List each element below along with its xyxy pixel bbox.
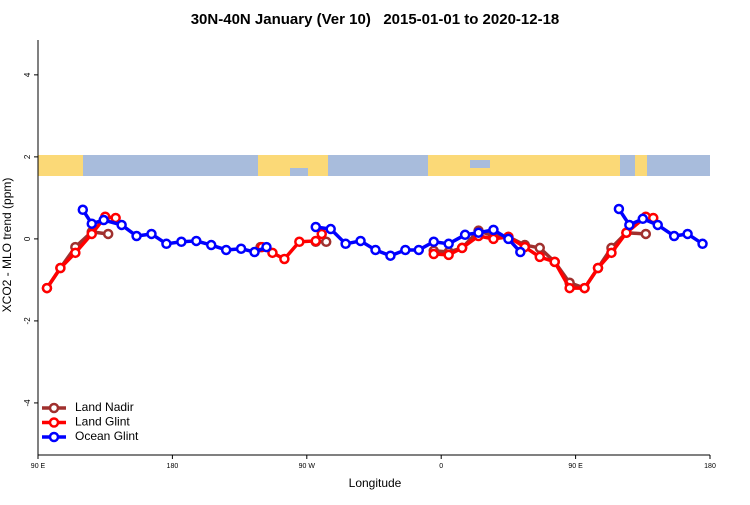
data-point: [459, 229, 471, 241]
data-point: [55, 262, 66, 274]
map-strip: [38, 155, 710, 176]
y-tick-label: -2: [23, 317, 32, 325]
data-point: [220, 244, 232, 256]
data-point: [340, 238, 351, 250]
data-point: [355, 235, 366, 247]
data-point: [261, 241, 272, 253]
x-tick-label: 0: [439, 463, 443, 470]
data-point: [637, 213, 649, 225]
data-point: [116, 219, 127, 231]
data-point: [310, 235, 322, 247]
data-point: [146, 228, 157, 240]
data-point: [400, 244, 411, 256]
data-point: [579, 282, 590, 294]
data-point: [385, 250, 396, 261]
legend-marker: [48, 402, 60, 414]
data-point: [325, 223, 336, 235]
x-tick-label: 90 E: [31, 463, 46, 470]
data-point: [235, 243, 247, 254]
data-point: [606, 247, 617, 259]
data-point: [176, 236, 187, 248]
data-point: [428, 236, 439, 248]
data-point: [86, 228, 98, 240]
data-point: [682, 228, 693, 240]
data-point: [456, 242, 468, 254]
data-point: [131, 230, 142, 242]
data-point: [503, 233, 514, 245]
data-point: [534, 251, 546, 263]
data-point: [549, 256, 560, 268]
x-tick-label: 90 W: [299, 463, 316, 470]
data-point: [249, 246, 260, 258]
data-point: [98, 214, 109, 226]
data-point: [294, 236, 305, 248]
data-point: [205, 239, 217, 251]
data-point: [515, 246, 526, 258]
data-point: [564, 282, 575, 294]
data-point: [473, 227, 484, 238]
data-point: [488, 224, 499, 236]
data-point: [161, 238, 172, 250]
legend-label: Land Nadir: [75, 400, 134, 414]
x-tick-label: 90 E: [568, 463, 583, 470]
data-point: [652, 219, 663, 231]
data-point: [592, 262, 604, 274]
data-point: [428, 248, 439, 260]
data-point: [70, 247, 81, 259]
data-point: [267, 247, 278, 259]
x-tick-label: 180: [704, 463, 716, 470]
legend-label: Land Glint: [75, 415, 130, 429]
data-point: [443, 238, 454, 250]
legend-marker: [48, 431, 60, 443]
y-tick-label: 4: [23, 72, 32, 77]
legend-label: Ocean Glint: [75, 429, 139, 443]
data-point: [310, 221, 322, 233]
data-point: [624, 219, 635, 231]
legend-marker: [48, 417, 60, 428]
y-tick-label: -4: [23, 399, 32, 407]
data-point: [640, 228, 652, 240]
data-point: [320, 236, 332, 248]
data-point: [316, 228, 327, 240]
data-point: [77, 204, 89, 216]
y-tick-label: 2: [23, 154, 32, 159]
chart-title: 30N-40N January (Ver 10) 2015-01-01 to 2…: [191, 11, 560, 28]
data-point: [413, 244, 425, 256]
data-point: [668, 230, 680, 242]
y-tick-label: 0: [23, 236, 32, 241]
data-point: [534, 242, 546, 254]
data-point: [697, 238, 708, 250]
series-line: [45, 214, 654, 290]
data-point: [443, 249, 454, 261]
y-axis-label: XCO2 - MLO trend (ppm): [0, 178, 14, 313]
data-point: [613, 203, 625, 215]
x-tick-label: 180: [167, 463, 179, 470]
x-axis-label: Longitude: [349, 476, 402, 490]
data-point: [191, 235, 202, 247]
data-point: [41, 282, 53, 294]
data-point: [488, 233, 499, 245]
data-point: [370, 244, 381, 256]
data-point: [102, 228, 114, 240]
data-point: [279, 253, 290, 265]
data-point: [86, 218, 98, 229]
